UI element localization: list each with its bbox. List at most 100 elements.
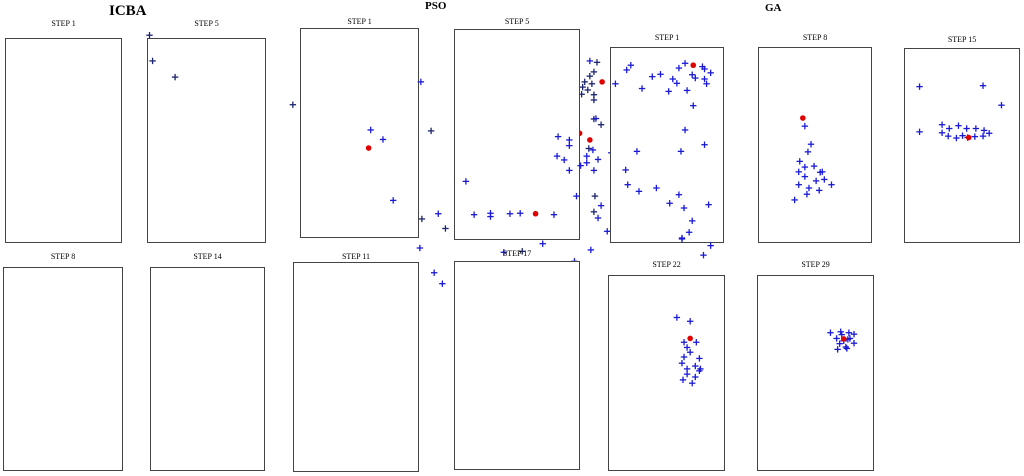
particle-marker: [850, 339, 858, 347]
plot-frame: [608, 275, 725, 471]
particle-marker: [916, 83, 923, 90]
pso-group-title: PSO: [425, 0, 447, 12]
scatter-plot: [916, 82, 1005, 142]
particle-marker: [700, 251, 707, 259]
best-position-marker: [599, 79, 605, 85]
particle-marker: [998, 101, 1005, 109]
best-position-marker: [690, 62, 697, 69]
particle-marker: [677, 148, 685, 155]
scatter-plot: [146, 32, 412, 107]
particle-marker: [539, 240, 546, 247]
icba-step8-panel: STEP 8: [3, 32, 412, 471]
particle-marker: [566, 136, 573, 144]
particle-marker: [581, 78, 588, 86]
particle-marker: [801, 173, 809, 180]
particle-marker: [590, 208, 598, 216]
step-label: STEP 8: [802, 33, 828, 42]
particle-marker: [573, 192, 580, 200]
particle-marker: [683, 344, 691, 351]
particle-marker: [953, 134, 960, 142]
particle-marker: [583, 159, 590, 166]
particle-marker: [657, 71, 664, 78]
scatter-plot: [578, 59, 605, 104]
particle-marker: [593, 59, 601, 66]
icba-step5-panel: STEP 5: [147, 18, 623, 243]
particle-marker: [149, 57, 156, 65]
particle-marker: [590, 167, 598, 174]
particle-marker: [604, 228, 611, 235]
ga-step29-panel: STEP 29: [757, 259, 874, 471]
particle-marker: [836, 340, 843, 347]
step-label: STEP 29: [801, 260, 830, 269]
particle-marker: [627, 62, 634, 69]
best-position-marker: [365, 145, 372, 151]
best-position-marker: [840, 336, 847, 342]
particle-marker: [801, 122, 809, 130]
particle-marker: [594, 214, 602, 222]
scatter-plot: [198, 91, 605, 274]
particle-marker: [686, 318, 694, 325]
particle-marker: [821, 176, 828, 183]
particle-marker: [701, 65, 708, 73]
particle-marker: [379, 136, 387, 143]
step-label: STEP 1: [347, 17, 372, 26]
scatter-plot: [791, 115, 835, 204]
scatter-plot: [391, 191, 623, 232]
plot-frame: [758, 47, 872, 243]
particle-marker: [707, 69, 714, 77]
particle-marker: [701, 75, 708, 83]
particle-marker: [816, 187, 823, 194]
pso-step11-panel: STEP 11: [293, 178, 580, 472]
particle-marker: [834, 346, 841, 353]
particle-marker: [681, 126, 689, 134]
particle-marker: [669, 75, 676, 83]
particle-marker: [827, 329, 834, 336]
particle-marker: [597, 202, 605, 209]
particle-marker: [812, 177, 820, 185]
particle-marker: [583, 152, 590, 160]
best-position-marker: [800, 115, 806, 121]
particle-marker: [795, 181, 802, 188]
particle-marker: [550, 211, 558, 218]
particle-marker: [805, 184, 813, 192]
step-label: STEP 11: [341, 252, 371, 261]
particle-marker: [623, 66, 630, 74]
particle-marker: [683, 370, 691, 378]
particle-marker: [837, 328, 844, 335]
best-position-marker: [532, 210, 539, 217]
particle-marker: [673, 80, 681, 87]
particle-marker: [685, 229, 693, 236]
particle-marker: [819, 168, 826, 176]
particle-marker: [833, 335, 840, 342]
scatter-plot: [827, 328, 858, 353]
pso-step17-panel: STEP 17: [454, 191, 640, 470]
particle-marker: [692, 362, 699, 370]
icba-step14-panel: STEP 14: [150, 59, 605, 471]
ga-group-title: GA: [765, 2, 782, 14]
particle-marker: [624, 181, 631, 188]
particle-marker: [801, 163, 809, 171]
particle-marker: [689, 217, 696, 225]
particle-marker: [487, 213, 494, 220]
plot-frame: [904, 48, 1020, 243]
particle-marker: [673, 314, 681, 321]
plot-frame: [3, 267, 123, 471]
particle-marker: [795, 168, 802, 176]
step-label: STEP 17: [502, 249, 532, 258]
particle-marker: [638, 85, 646, 92]
step-label: STEP 14: [193, 252, 222, 261]
particle-marker: [566, 167, 573, 174]
particle-marker: [430, 269, 438, 276]
particle-marker: [577, 162, 584, 169]
particle-marker: [586, 72, 594, 80]
particle-marker: [681, 60, 689, 67]
particle-marker: [561, 156, 568, 164]
particle-marker: [707, 242, 714, 249]
particle-marker: [842, 343, 850, 351]
particle-marker: [985, 130, 993, 137]
particle-marker: [683, 87, 691, 94]
particle-marker: [653, 184, 660, 192]
particle-marker: [701, 141, 708, 148]
particle-marker: [589, 146, 597, 154]
best-position-marker: [587, 137, 593, 143]
